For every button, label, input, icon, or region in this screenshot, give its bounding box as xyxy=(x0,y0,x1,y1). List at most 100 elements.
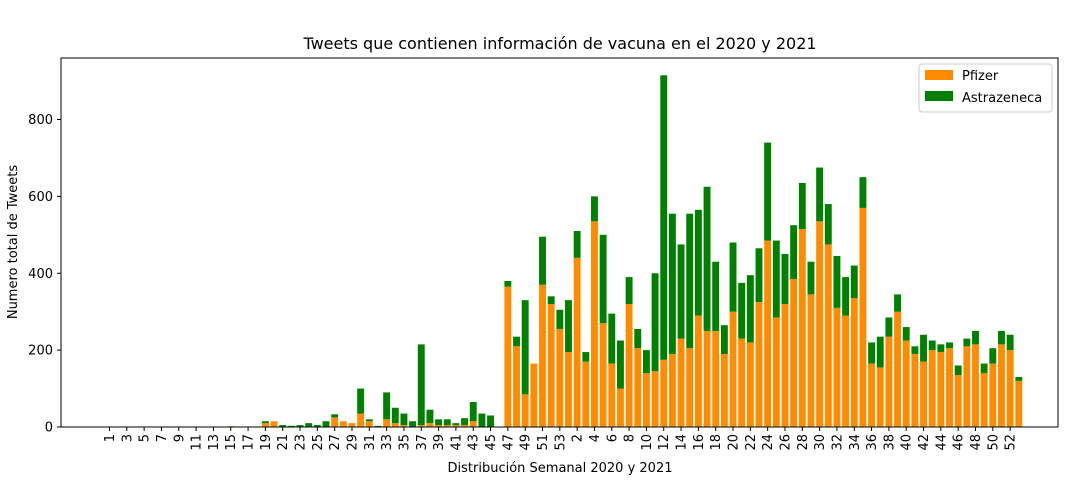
bar-astrazeneca xyxy=(478,413,486,427)
bar-astrazeneca xyxy=(998,330,1005,345)
x-tick-label: 50 xyxy=(986,434,1001,451)
bar-pfizer xyxy=(833,307,841,427)
bar-pfizer xyxy=(400,425,408,427)
x-tick-label: 43 xyxy=(467,434,482,451)
bar-pfizer xyxy=(651,371,659,427)
bar-pfizer xyxy=(902,340,910,427)
y-tick-label: 200 xyxy=(28,344,53,359)
bar-astrazeneca xyxy=(391,407,399,424)
bar-astrazeneca xyxy=(703,186,711,331)
legend-swatch-astrazeneca xyxy=(925,91,953,101)
bar-astrazeneca xyxy=(513,336,520,347)
x-tick-label: 18 xyxy=(709,434,724,451)
x-tick-label: 9 xyxy=(172,434,187,442)
bar-pfizer xyxy=(885,336,893,427)
bar-astrazeneca xyxy=(547,296,555,304)
bar-pfizer xyxy=(391,423,399,427)
bar-astrazeneca xyxy=(461,418,469,426)
bar-pfizer xyxy=(677,338,685,427)
bar-astrazeneca xyxy=(694,209,702,316)
bar-pfizer xyxy=(894,311,902,427)
bar-pfizer xyxy=(998,344,1005,427)
x-tick-label: 33 xyxy=(380,434,395,451)
bar-pfizer xyxy=(530,363,538,427)
bar-pfizer xyxy=(365,421,373,427)
bar-astrazeneca xyxy=(487,415,494,427)
x-axis-title: Distribución Semanal 2020 y 2021 xyxy=(448,461,673,476)
bar-pfizer xyxy=(625,304,633,427)
bar-astrazeneca xyxy=(313,425,321,427)
x-tick-label: 7 xyxy=(155,434,170,442)
bar-pfizer xyxy=(954,375,962,427)
bar-astrazeneca xyxy=(816,167,824,222)
bar-pfizer xyxy=(946,348,953,427)
bar-astrazeneca xyxy=(868,342,876,364)
bar-pfizer xyxy=(842,315,850,427)
y-tick-label: 800 xyxy=(28,113,53,128)
legend-label-pfizer: Pfizer xyxy=(962,69,999,84)
y-tick-label: 600 xyxy=(28,190,53,205)
y-tick-label: 0 xyxy=(45,421,53,436)
bar-pfizer xyxy=(461,425,469,427)
bar-astrazeneca xyxy=(842,277,850,316)
x-tick-label: 30 xyxy=(813,434,828,451)
bar-astrazeneca xyxy=(634,328,642,349)
x-tick-label: 21 xyxy=(276,434,291,451)
x-tick-label: 8 xyxy=(623,434,638,442)
bar-astrazeneca xyxy=(980,363,988,374)
bar-pfizer xyxy=(642,373,650,427)
legend-swatch-pfizer xyxy=(925,70,953,80)
y-axis-ticks: 0 200 400 600 800 xyxy=(28,113,61,436)
bar-pfizer xyxy=(920,361,927,427)
bar-astrazeneca xyxy=(833,255,841,308)
x-tick-label: 10 xyxy=(640,434,655,451)
bar-astrazeneca xyxy=(521,300,529,395)
bar-pfizer xyxy=(599,323,607,427)
x-tick-label: 32 xyxy=(830,434,845,451)
bar-astrazeneca xyxy=(331,414,339,418)
bar-astrazeneca xyxy=(357,388,365,414)
bar-pfizer xyxy=(755,302,763,427)
bar-astrazeneca xyxy=(764,142,772,241)
x-tick-label: 28 xyxy=(796,434,811,451)
bar-pfizer xyxy=(772,317,780,427)
bar-pfizer xyxy=(972,344,979,427)
bar-astrazeneca xyxy=(798,182,806,230)
bar-astrazeneca xyxy=(322,421,330,427)
x-tick-label: 23 xyxy=(294,434,309,451)
bar-astrazeneca xyxy=(859,177,867,208)
chart-title: Tweets que contienen información de vacu… xyxy=(302,34,816,53)
bar-pfizer xyxy=(807,294,815,427)
bar-astrazeneca xyxy=(790,225,798,280)
x-tick-label: 24 xyxy=(761,434,776,451)
bar-astrazeneca xyxy=(720,325,728,354)
bar-pfizer xyxy=(790,279,798,427)
bar-pfizer xyxy=(876,367,884,427)
bar-astrazeneca xyxy=(686,213,694,349)
bar-pfizer xyxy=(1015,380,1023,427)
bar-pfizer xyxy=(348,423,356,427)
x-tick-label: 19 xyxy=(259,434,274,451)
bar-astrazeneca xyxy=(902,327,910,341)
bar-pfizer xyxy=(738,338,746,427)
bar-pfizer xyxy=(660,359,668,427)
bar-astrazeneca xyxy=(946,342,953,349)
bar-pfizer xyxy=(426,423,434,427)
x-tick-label: 51 xyxy=(536,434,551,451)
bar-pfizer xyxy=(703,330,711,427)
x-tick-label: 20 xyxy=(727,434,742,451)
bar-astrazeneca xyxy=(738,282,746,339)
bar-astrazeneca xyxy=(668,213,676,354)
bar-pfizer xyxy=(989,363,997,427)
bar-astrazeneca xyxy=(963,338,971,347)
bar-pfizer xyxy=(573,257,581,427)
bar-astrazeneca xyxy=(573,230,581,258)
bar-astrazeneca xyxy=(426,409,434,424)
bar-pfizer xyxy=(539,284,546,427)
bar-pfizer xyxy=(668,353,676,427)
bar-astrazeneca xyxy=(746,275,754,343)
bar-pfizer xyxy=(963,346,971,427)
bar-astrazeneca xyxy=(452,423,460,426)
bar-astrazeneca xyxy=(504,280,512,287)
x-tick-label: 40 xyxy=(900,434,915,451)
